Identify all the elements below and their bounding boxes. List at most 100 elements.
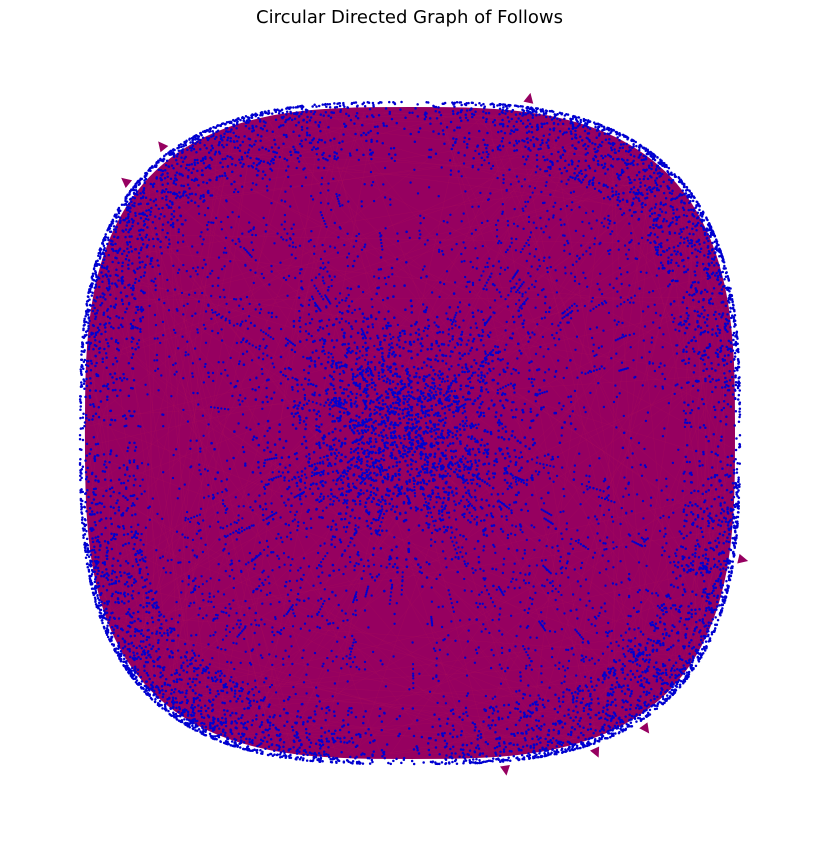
edge-line <box>677 534 727 673</box>
edge-line <box>232 267 715 735</box>
edge-line <box>333 113 717 594</box>
edge-line <box>89 279 103 409</box>
edge-line <box>176 112 365 706</box>
edge-line <box>153 180 278 747</box>
edge-line <box>153 685 487 753</box>
edge-line <box>140 670 331 753</box>
edge-line <box>89 304 724 446</box>
edge-line <box>103 114 315 275</box>
edge-line <box>390 732 593 755</box>
edge-line <box>569 629 704 741</box>
edge-line <box>91 357 660 693</box>
edge-line <box>514 115 646 705</box>
edge-line <box>109 155 637 614</box>
edge-arrowhead <box>158 141 169 153</box>
edge-line <box>118 371 730 636</box>
edge-line <box>468 112 726 323</box>
edge-line <box>90 377 489 753</box>
edge-line <box>139 196 336 753</box>
edge-line <box>114 624 604 729</box>
edge-line <box>124 125 569 647</box>
edge-arrowhead <box>590 746 600 758</box>
edge-line <box>557 122 653 168</box>
edge-line <box>93 532 528 749</box>
edge-line <box>170 124 254 701</box>
edge-line <box>686 205 719 587</box>
edge-line <box>129 140 611 212</box>
edge-line <box>679 212 691 670</box>
edge-line <box>688 340 728 658</box>
edge-line <box>166 117 290 699</box>
edge-line <box>107 607 176 705</box>
edge-line <box>176 160 727 536</box>
edge-line <box>162 566 723 695</box>
edge-line <box>532 494 730 749</box>
edge-line <box>160 658 688 693</box>
arrowhead-layer <box>121 92 749 776</box>
edge-line <box>350 112 584 737</box>
edge-line <box>172 163 727 534</box>
edge-line <box>528 216 694 749</box>
edge-line <box>127 215 301 750</box>
edge-line <box>234 176 663 736</box>
edge-line <box>147 678 599 731</box>
edge-line <box>280 157 640 747</box>
edge-line <box>564 124 705 240</box>
edge-line <box>567 167 653 741</box>
edge-line <box>152 112 365 685</box>
edge-line <box>167 167 192 716</box>
edge-line <box>101 279 730 377</box>
edge-line <box>198 112 458 147</box>
edge-line <box>103 184 671 593</box>
edge-line <box>256 124 730 376</box>
edge-line <box>137 131 233 667</box>
edge-line <box>112 529 728 620</box>
edge-arrowhead <box>639 722 650 734</box>
edge-line <box>177 159 575 740</box>
edge-line <box>685 299 723 662</box>
edge-line <box>158 175 180 708</box>
edge-line <box>125 218 198 719</box>
edge-line <box>702 455 731 632</box>
edge-line <box>272 120 648 164</box>
edge-line <box>251 125 728 523</box>
edge-line <box>294 241 706 750</box>
edge-line <box>308 115 641 159</box>
edge-line <box>168 166 227 733</box>
edge-line <box>116 236 175 705</box>
edge-line <box>125 126 572 649</box>
edge-line <box>704 343 728 627</box>
edge-line <box>134 203 553 745</box>
edge-line <box>131 112 352 658</box>
edge-line <box>147 186 719 587</box>
edge-arrowhead <box>523 92 534 104</box>
edge-line <box>104 270 731 462</box>
edge-line <box>632 152 720 581</box>
edge-line <box>494 720 619 753</box>
edge-line <box>91 169 656 360</box>
edge-line <box>100 578 635 712</box>
edge-line <box>567 351 729 741</box>
edge-line <box>602 169 656 729</box>
edge-line <box>109 293 722 614</box>
edge-line <box>694 232 703 648</box>
edge-line <box>148 186 211 726</box>
edge-arrowhead <box>500 764 510 776</box>
edge-line <box>436 111 654 698</box>
edge-line <box>117 234 707 245</box>
edge-line <box>148 680 648 703</box>
edge-line <box>105 248 112 265</box>
edge-line <box>107 260 207 725</box>
edge-line <box>464 281 719 754</box>
edge-line <box>625 222 697 718</box>
edge-line <box>99 288 496 753</box>
edge-line <box>97 297 722 301</box>
edge-line <box>90 387 270 745</box>
edge-line <box>89 161 176 464</box>
edge-line <box>186 153 731 448</box>
edge-line <box>112 618 367 754</box>
edge-line <box>193 716 568 741</box>
edge-line <box>110 614 690 657</box>
edge-line <box>89 420 693 651</box>
edge-line <box>90 230 120 365</box>
